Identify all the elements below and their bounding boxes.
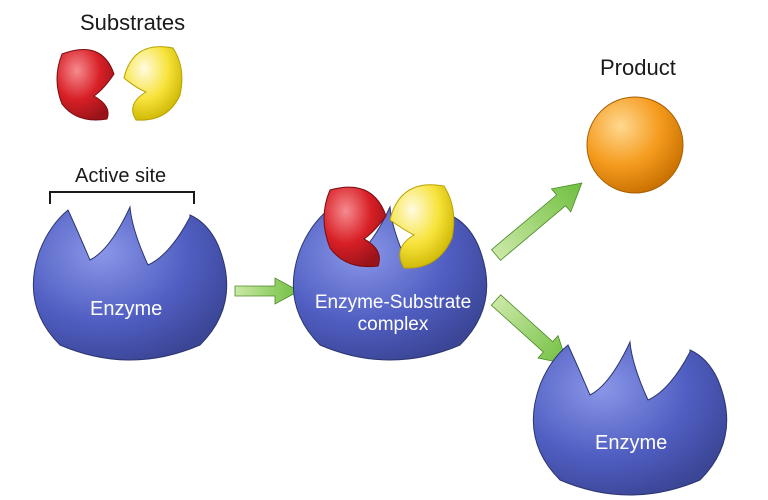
- label-product: Product: [600, 55, 676, 81]
- label-enzyme-left: Enzyme: [90, 298, 162, 321]
- enzyme-left: [20, 195, 240, 365]
- substrate-red-top: [52, 44, 122, 124]
- label-active-site: Active site: [75, 165, 166, 188]
- substrate-yellow-top: [118, 40, 188, 125]
- label-substrates: Substrates: [80, 10, 185, 36]
- diagram-stage: Substrates Active site Enzyme Enzyme-Sub…: [0, 0, 768, 500]
- label-enzyme-right: Enzyme: [595, 432, 667, 455]
- product-shape: [582, 92, 688, 198]
- substrate-yellow-complex: [384, 180, 462, 275]
- enzyme-right: [520, 330, 740, 500]
- label-complex: Enzyme-Substrate complex: [308, 292, 478, 336]
